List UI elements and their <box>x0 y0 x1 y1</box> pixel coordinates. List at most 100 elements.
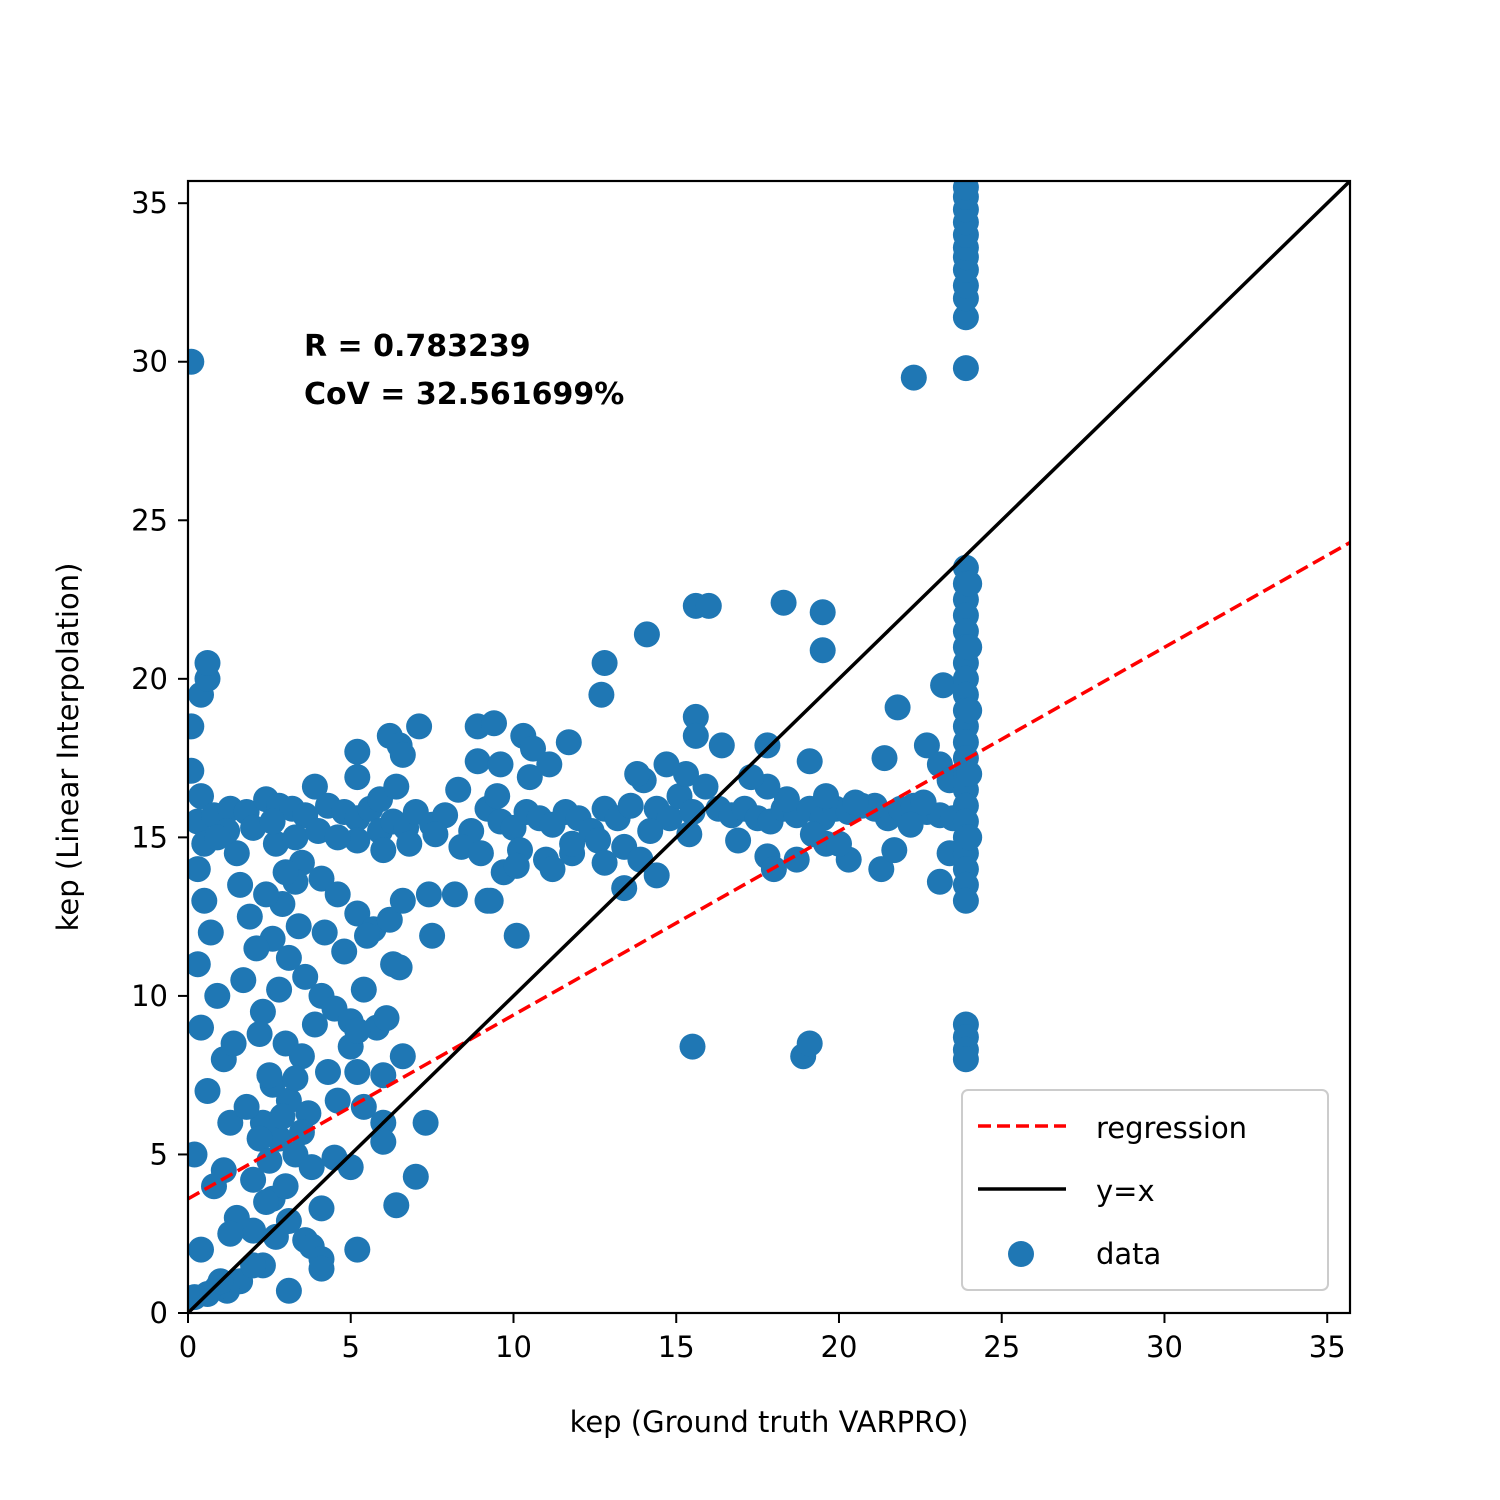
data-point <box>285 913 312 940</box>
data-point <box>301 1011 328 1038</box>
data-point <box>344 1236 371 1263</box>
data-point <box>266 976 293 1003</box>
legend-identity-label: y=x <box>1096 1174 1155 1208</box>
data-point <box>402 1163 429 1190</box>
data-point <box>217 1220 244 1247</box>
data-point <box>799 821 826 848</box>
data-point <box>253 1189 280 1215</box>
data-point <box>555 729 582 756</box>
data-point <box>676 821 703 848</box>
data-point <box>256 1062 283 1089</box>
data-point <box>383 773 410 800</box>
data-point <box>233 1093 260 1120</box>
data-point <box>344 1059 371 1085</box>
x-tick-label: 25 <box>983 1330 1020 1364</box>
data-point <box>262 830 289 857</box>
data-point <box>842 789 869 816</box>
x-axis-title: kep (Ground truth VARPRO) <box>570 1405 969 1439</box>
data-point <box>223 840 250 867</box>
data-point <box>308 1255 335 1282</box>
data-point <box>344 827 371 854</box>
data-point <box>282 824 309 851</box>
data-point <box>813 783 839 810</box>
data-point <box>796 748 823 775</box>
y-tick-label: 20 <box>131 662 168 696</box>
plot-frame <box>186 179 1352 1315</box>
y-tick-label: 0 <box>150 1296 168 1330</box>
data-point <box>272 859 299 886</box>
data-point <box>197 919 224 946</box>
x-axis: 0 5 10 15 20 25 30 35 <box>179 1313 1346 1364</box>
data-point <box>262 1223 289 1250</box>
data-point <box>412 1109 439 1136</box>
data-point <box>503 922 530 949</box>
data-point <box>809 599 836 626</box>
data-point <box>773 786 800 813</box>
data-point <box>656 805 683 832</box>
data-point <box>484 783 511 810</box>
data-point <box>188 783 214 810</box>
data-point <box>464 748 491 775</box>
data-point <box>952 181 979 201</box>
data-point <box>236 903 263 930</box>
legend-regression-label: regression <box>1096 1111 1247 1145</box>
data-point <box>708 732 735 759</box>
data-point <box>331 938 358 965</box>
data-point <box>188 1014 214 1041</box>
data-point <box>256 1147 283 1174</box>
data-point <box>188 856 211 883</box>
data-point <box>926 868 953 895</box>
data-point <box>344 738 371 765</box>
data-point <box>591 849 618 876</box>
legend-data-swatch <box>1008 1241 1034 1267</box>
data-point <box>738 764 765 791</box>
data-point <box>350 976 377 1003</box>
data-point <box>910 789 937 816</box>
data-point <box>389 741 416 768</box>
data-point <box>559 830 586 857</box>
data-point <box>930 672 957 699</box>
data-point <box>956 634 983 661</box>
legend-data-label: data <box>1096 1237 1161 1271</box>
data-point <box>308 1195 335 1222</box>
data-point <box>308 865 335 892</box>
data-point <box>350 1093 377 1120</box>
data-point <box>298 1154 325 1181</box>
data-point <box>324 1087 351 1114</box>
y-tick-label: 30 <box>131 345 168 379</box>
data-point <box>956 824 983 851</box>
data-point <box>188 713 205 740</box>
data-point <box>624 761 651 787</box>
data-point <box>389 1043 416 1070</box>
data-point <box>881 837 908 864</box>
legend: regression y=x data <box>961 1089 1329 1291</box>
data-point <box>188 951 211 978</box>
data-point <box>539 856 566 883</box>
data-point <box>516 764 543 791</box>
data-point <box>682 703 709 730</box>
data-point <box>643 862 670 889</box>
data-point <box>441 881 468 908</box>
data-point <box>194 1078 221 1104</box>
data-point <box>259 808 286 835</box>
data-point <box>269 1103 296 1130</box>
data-point <box>272 1173 299 1200</box>
data-point <box>585 827 612 854</box>
data-point <box>956 761 983 787</box>
data-point <box>503 852 530 879</box>
data-point <box>315 1059 341 1085</box>
data-point <box>796 1030 823 1057</box>
data-point <box>826 830 852 857</box>
data-point <box>679 1033 706 1060</box>
x-tick-label: 30 <box>1146 1330 1183 1364</box>
data-point <box>406 713 433 740</box>
data-point <box>900 364 927 391</box>
data-point <box>344 1017 371 1044</box>
data-point <box>282 1065 309 1092</box>
data-point <box>637 818 664 844</box>
data-point <box>415 881 442 908</box>
data-point <box>536 751 563 778</box>
data-point <box>897 811 924 838</box>
data-point <box>679 799 706 825</box>
